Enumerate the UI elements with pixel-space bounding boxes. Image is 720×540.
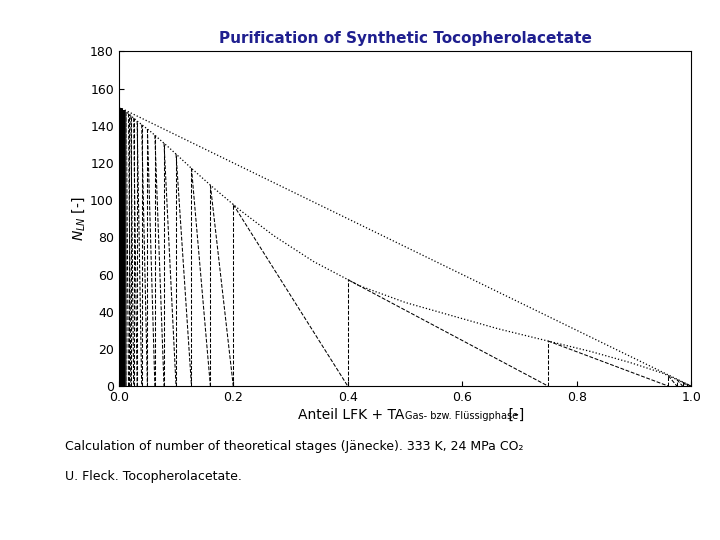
Text: U. Fleck. Tocopherolacetate.: U. Fleck. Tocopherolacetate. [65, 470, 242, 483]
Text: Gas- bzw. Flüssigphase: Gas- bzw. Flüssigphase [405, 411, 518, 422]
Text: Anteil LFK + TA: Anteil LFK + TA [298, 408, 405, 422]
Text: [-]: [-] [504, 408, 524, 422]
Title: Purification of Synthetic Tocopherolacetate: Purification of Synthetic Tocopherolacet… [219, 31, 591, 46]
Text: Calculation of number of theoretical stages (Jänecke). 333 K, 24 MPa CO₂: Calculation of number of theoretical sta… [65, 440, 523, 453]
Y-axis label: $N_{LN}$ [-]: $N_{LN}$ [-] [71, 197, 87, 241]
